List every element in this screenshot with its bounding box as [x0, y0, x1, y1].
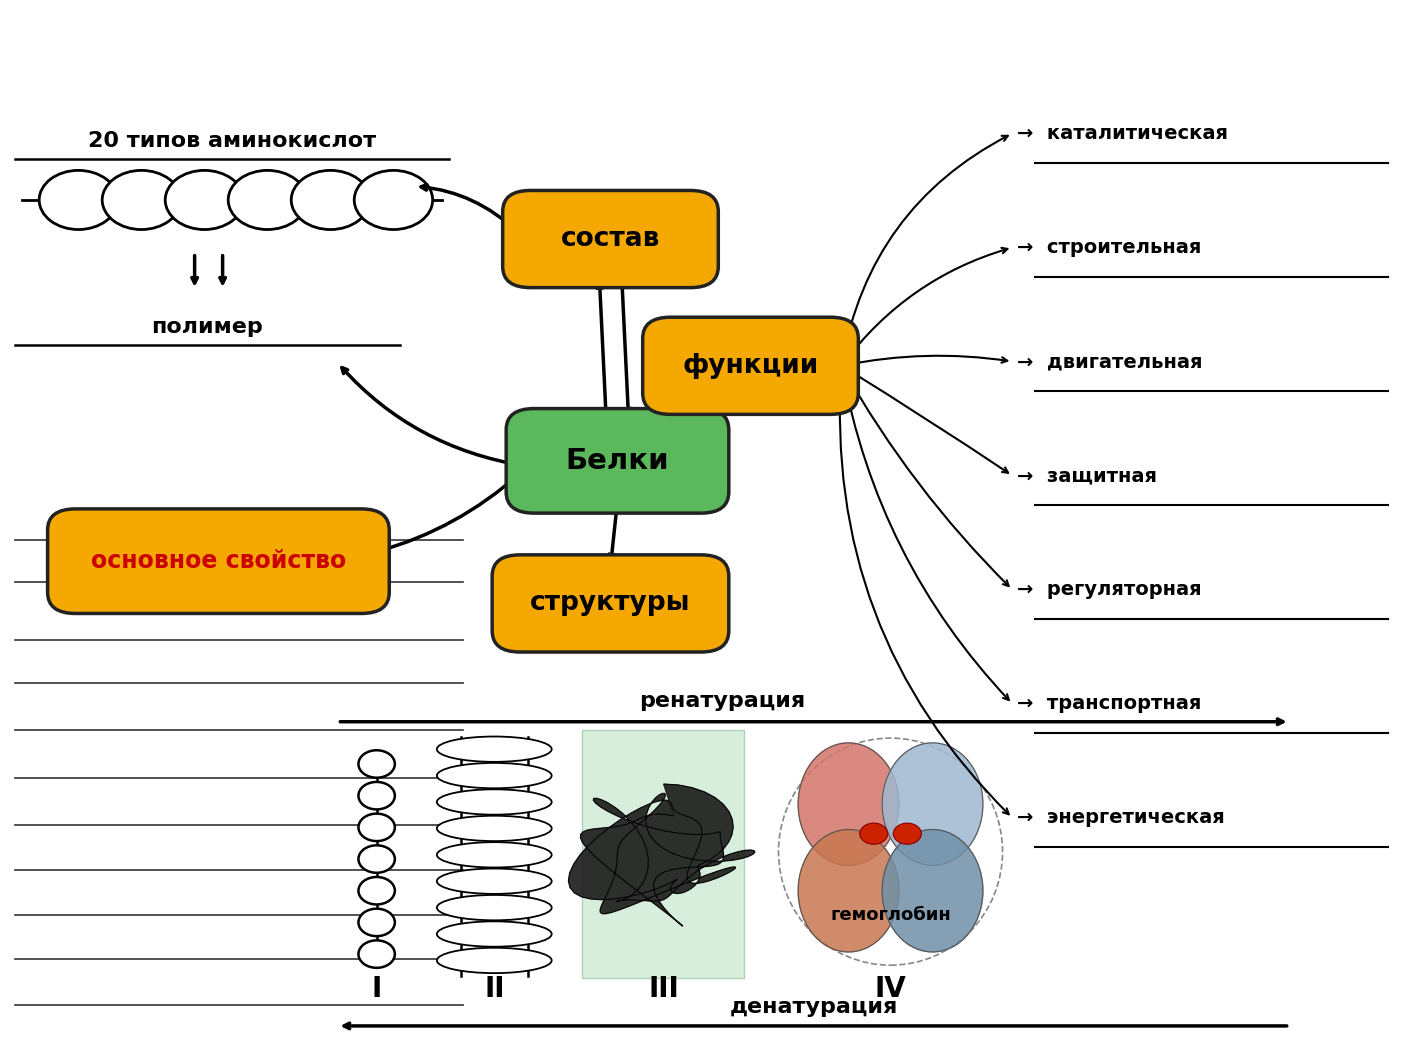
Text: гемоглобин: гемоглобин: [831, 907, 951, 925]
Circle shape: [358, 750, 394, 777]
Text: →  каталитическая: → каталитическая: [1017, 124, 1228, 143]
Text: III: III: [648, 975, 679, 1003]
Circle shape: [358, 909, 394, 936]
Circle shape: [354, 170, 432, 230]
Circle shape: [292, 170, 369, 230]
Polygon shape: [882, 742, 984, 865]
Polygon shape: [798, 829, 899, 952]
Text: основное свойство: основное свойство: [91, 550, 347, 573]
Text: →  защитная: → защитная: [1017, 466, 1156, 485]
FancyBboxPatch shape: [643, 318, 859, 414]
Text: →  транспортная: → транспортная: [1017, 695, 1201, 714]
Polygon shape: [568, 784, 755, 927]
Text: денатурация: денатурация: [730, 998, 898, 1018]
Circle shape: [358, 940, 394, 968]
Text: полимер: полимер: [152, 317, 264, 337]
Text: →  регуляторная: → регуляторная: [1017, 580, 1201, 599]
Polygon shape: [798, 742, 899, 865]
Text: ренатурация: ренатурация: [640, 692, 805, 712]
Ellipse shape: [436, 842, 551, 867]
FancyBboxPatch shape: [506, 409, 728, 514]
FancyBboxPatch shape: [502, 191, 718, 288]
Polygon shape: [882, 829, 984, 952]
Circle shape: [229, 170, 307, 230]
Text: II: II: [484, 975, 505, 1003]
Circle shape: [39, 170, 118, 230]
Ellipse shape: [436, 789, 551, 814]
Text: →  строительная: → строительная: [1017, 238, 1201, 257]
Ellipse shape: [436, 736, 551, 761]
Circle shape: [166, 170, 244, 230]
Text: структуры: структуры: [530, 591, 690, 616]
Text: IV: IV: [874, 975, 906, 1003]
Ellipse shape: [436, 948, 551, 973]
Circle shape: [358, 845, 394, 873]
Text: функции: функции: [682, 353, 818, 379]
Circle shape: [358, 782, 394, 809]
Text: I: I: [372, 975, 382, 1003]
Circle shape: [860, 823, 888, 844]
Text: →  энергетическая: → энергетическая: [1017, 808, 1225, 827]
Ellipse shape: [436, 815, 551, 841]
FancyBboxPatch shape: [582, 731, 744, 979]
FancyBboxPatch shape: [492, 555, 728, 652]
Ellipse shape: [436, 895, 551, 920]
FancyBboxPatch shape: [48, 509, 389, 613]
Text: 20 типов аминокислот: 20 типов аминокислот: [88, 131, 376, 151]
Ellipse shape: [436, 921, 551, 947]
Text: Белки: Белки: [565, 447, 669, 474]
Circle shape: [358, 813, 394, 841]
Text: →  двигательная: → двигательная: [1017, 352, 1202, 371]
Ellipse shape: [436, 762, 551, 788]
Circle shape: [358, 877, 394, 904]
Circle shape: [102, 170, 181, 230]
Text: состав: состав: [561, 226, 661, 252]
Circle shape: [894, 823, 922, 844]
Ellipse shape: [436, 868, 551, 894]
